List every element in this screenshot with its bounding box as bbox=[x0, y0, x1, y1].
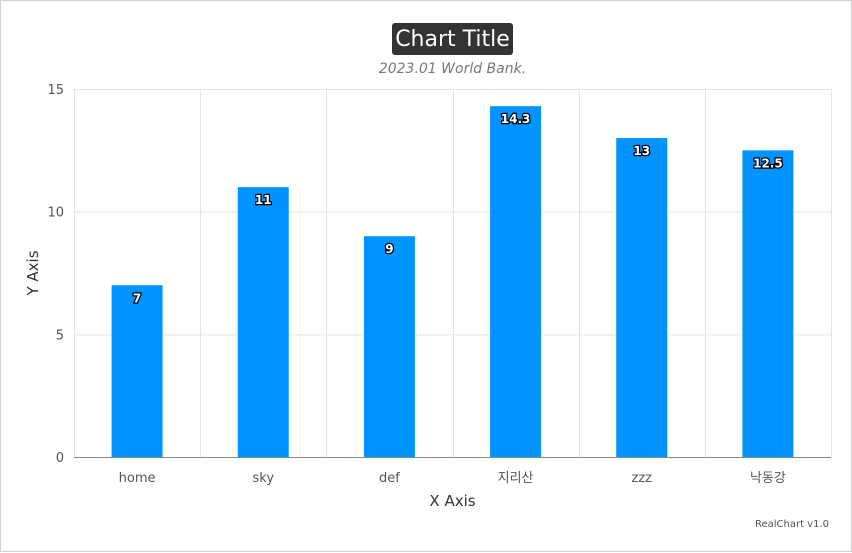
x-tick-label: 지리산 bbox=[498, 471, 534, 486]
bar-data-label: 9 bbox=[385, 242, 393, 256]
x-axis-title: X Axis bbox=[429, 492, 475, 510]
bar-data-label: 12.5 bbox=[753, 156, 783, 170]
x-tick-label: 낙동강 bbox=[750, 471, 786, 486]
credits-text: RealChart v1.0 bbox=[755, 519, 829, 530]
x-axis-ticks: home sky def 지리산 zzz 낙동강 bbox=[119, 471, 786, 486]
bar[interactable] bbox=[363, 236, 415, 457]
y-tick-label: 15 bbox=[47, 83, 64, 98]
x-tick-label: def bbox=[379, 471, 400, 486]
bar[interactable] bbox=[616, 138, 668, 458]
bar[interactable] bbox=[237, 187, 289, 457]
bar-series bbox=[111, 106, 794, 458]
x-tick-label: zzz bbox=[632, 471, 653, 486]
bar-data-label: 14.3 bbox=[501, 112, 531, 126]
y-tick-label: 5 bbox=[56, 328, 64, 343]
bar[interactable] bbox=[111, 285, 163, 457]
bar[interactable] bbox=[742, 150, 794, 458]
bar-data-label: 11 bbox=[255, 193, 272, 207]
y-axis-ticks: 0 5 10 15 bbox=[47, 83, 64, 466]
chart-title: Chart Title bbox=[395, 27, 510, 52]
x-tick-label: sky bbox=[252, 471, 274, 486]
bar[interactable] bbox=[490, 106, 542, 457]
chart-title-background bbox=[392, 23, 513, 55]
bar-data-label: 13 bbox=[633, 144, 650, 158]
y-tick-label: 10 bbox=[47, 206, 64, 221]
y-axis-title: Y Axis bbox=[24, 250, 42, 296]
y-tick-label: 0 bbox=[56, 451, 64, 466]
x-tick-label: home bbox=[119, 471, 156, 486]
data-labels: 7 11 9 14.3 13 12.5 bbox=[132, 111, 784, 307]
grid-lines bbox=[74, 89, 832, 457]
bar-data-label: 7 bbox=[133, 291, 141, 305]
chart-subtitle: 2023.01 World Bank. bbox=[379, 61, 526, 77]
